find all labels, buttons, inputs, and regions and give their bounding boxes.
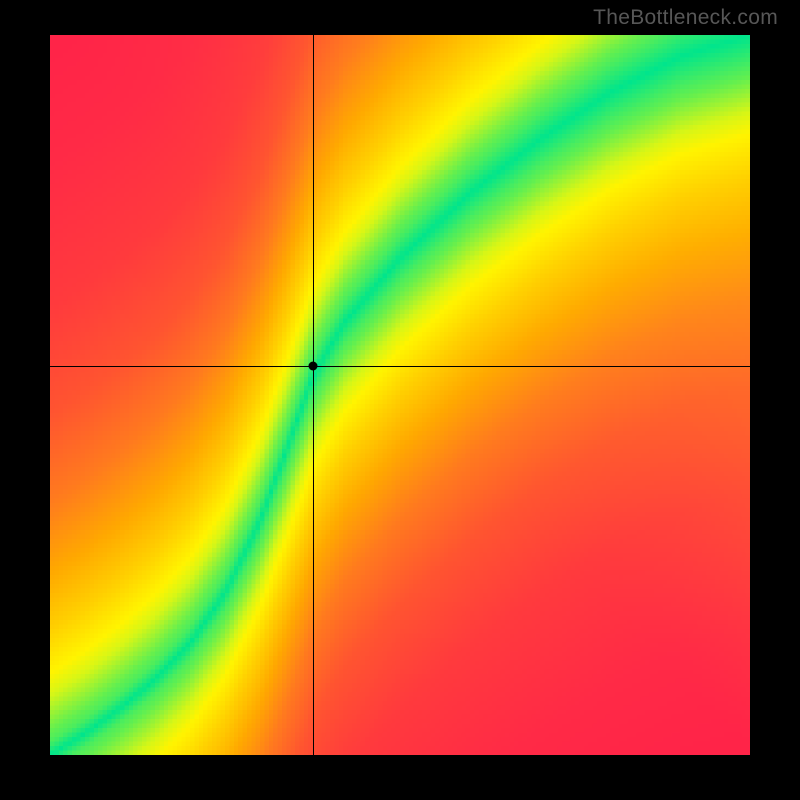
crosshair-marker (308, 362, 317, 371)
crosshair-horizontal (50, 366, 750, 367)
crosshair-vertical (313, 35, 314, 755)
bottleneck-heatmap (50, 35, 750, 755)
heatmap-canvas (50, 35, 750, 755)
watermark-text: TheBottleneck.com (593, 6, 778, 30)
